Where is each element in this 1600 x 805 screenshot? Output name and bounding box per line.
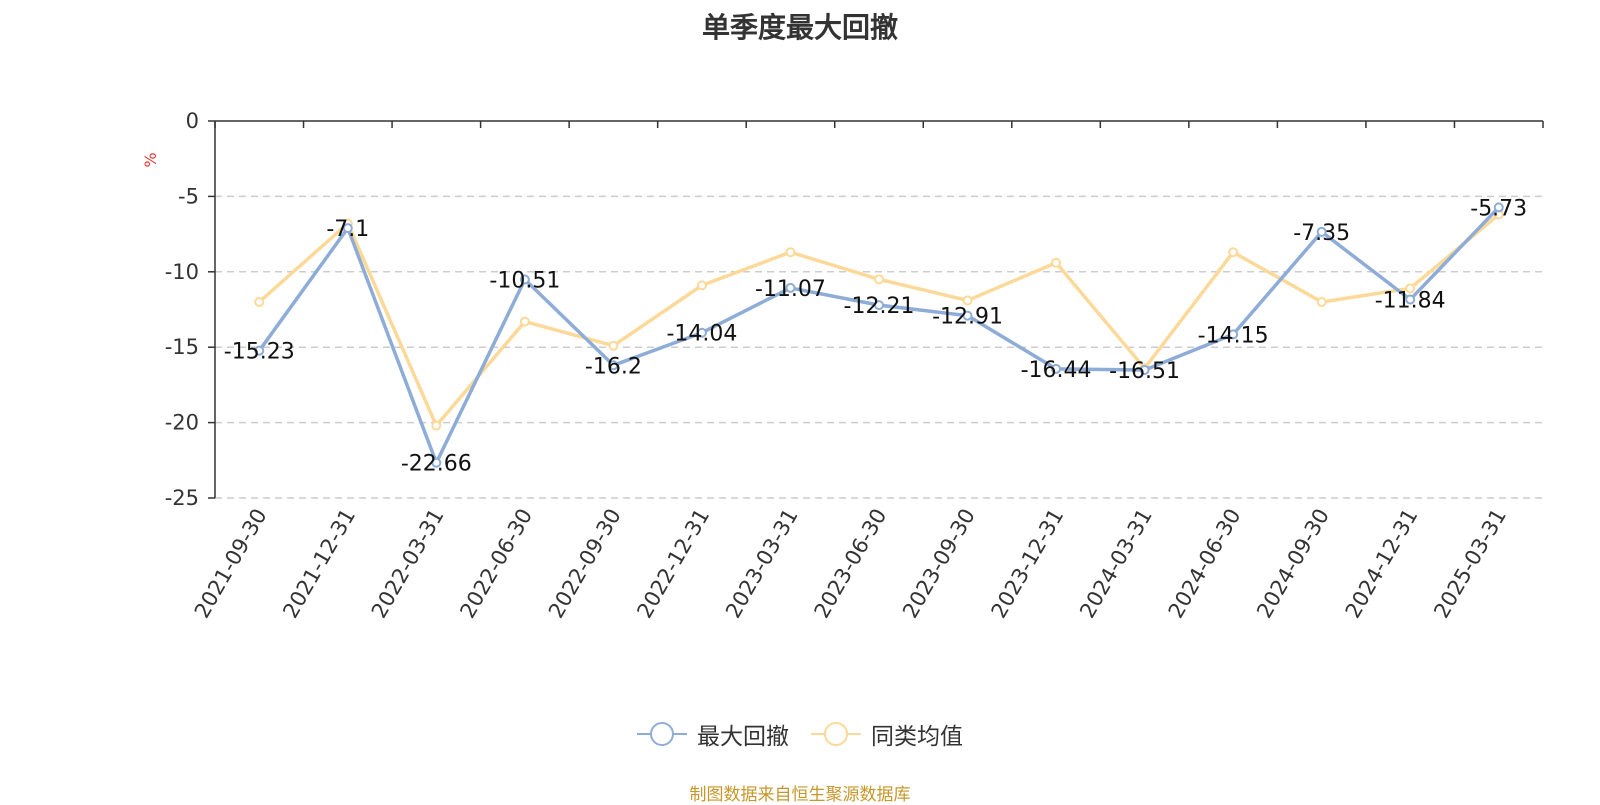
data-point-1 (431, 420, 442, 431)
x-tick-label: 2024-03-31 (1075, 505, 1157, 623)
x-tick-label: 2021-09-30 (190, 505, 272, 623)
data-point-0 (342, 223, 353, 234)
y-tick-label: -10 (165, 260, 199, 284)
data-point-0 (1316, 226, 1327, 237)
data-label: -16.2 (585, 354, 642, 379)
data-point-0 (696, 327, 707, 338)
data-point-1 (696, 280, 707, 291)
data-point-0 (254, 345, 265, 356)
x-tick-label: 2022-06-30 (455, 505, 537, 623)
y-tick-label: -15 (165, 335, 199, 359)
y-tick-label: -20 (165, 411, 199, 435)
series-layer (254, 202, 1504, 468)
data-point-1 (962, 295, 973, 306)
data-point-0 (1493, 202, 1504, 213)
data-point-1 (254, 296, 265, 307)
data-label: -14.04 (666, 322, 737, 347)
source-note: 制图数据来自恒生聚源数据库 (689, 785, 911, 805)
data-point-0 (1228, 329, 1239, 340)
legend-line-marker-icon (637, 720, 687, 748)
data-point-1 (519, 316, 530, 327)
x-tick-label: 2024-12-31 (1341, 505, 1423, 623)
data-point-0 (1405, 294, 1416, 305)
data-point-0 (519, 274, 530, 285)
data-label: -7.35 (1293, 221, 1350, 246)
data-point-0 (874, 300, 884, 311)
data-point-1 (1051, 257, 1062, 268)
data-label: -22.66 (401, 452, 472, 477)
legend-label: 最大回撤 (697, 724, 789, 750)
data-point-0 (1051, 363, 1062, 374)
y-tick-label: -5 (178, 184, 199, 208)
data-label: -5.73 (1470, 196, 1527, 221)
data-label: -16.51 (1109, 359, 1180, 384)
data-point-0 (431, 457, 442, 468)
data-point-1 (1316, 296, 1327, 307)
x-tick-label: 2024-09-30 (1252, 505, 1334, 623)
y-axis-unit-label: % (141, 152, 160, 167)
legend: 最大回撤 同类均值 (0, 717, 1600, 751)
legend-line-marker-icon (811, 720, 861, 748)
data-label: -12.91 (932, 305, 1003, 330)
x-tick-label: 2023-06-30 (810, 505, 892, 623)
y-tick-label: 0 (186, 109, 199, 133)
x-tick-label: 2023-12-31 (987, 505, 1069, 623)
data-point-0 (608, 360, 619, 371)
x-tick-label: 2022-03-31 (367, 505, 449, 623)
data-point-0 (962, 310, 973, 321)
data-label: -12.21 (844, 294, 915, 319)
data-label: -11.07 (755, 277, 826, 302)
x-tick-label: 2025-03-31 (1429, 505, 1511, 623)
data-point-0 (1139, 364, 1150, 375)
legend-label: 同类均值 (871, 724, 963, 750)
data-point-1 (1228, 247, 1239, 258)
y-tick-label: -25 (165, 486, 199, 510)
data-label: -14.15 (1198, 323, 1269, 348)
data-label: -7.1 (326, 217, 369, 242)
data-point-1 (608, 340, 619, 351)
series-line-1 (258, 213, 1500, 428)
x-tick-label: 2022-09-30 (544, 505, 626, 623)
data-label-layer: -15.23-7.1-22.66-10.51-16.2-14.04-11.07-… (224, 196, 1527, 476)
legend-item-1[interactable]: 同类均值 (811, 717, 963, 751)
data-point-0 (785, 282, 796, 293)
data-label: -11.84 (1375, 289, 1446, 314)
data-label: -16.44 (1021, 358, 1092, 383)
chart-title: 单季度最大回撤 (701, 11, 898, 44)
x-tick-label: 2023-03-31 (721, 505, 803, 623)
data-label: -10.51 (489, 268, 560, 293)
legend-item-0[interactable]: 最大回撤 (637, 717, 789, 751)
x-tick-label: 2024-06-30 (1164, 505, 1246, 623)
x-tick-label: 2021-12-31 (278, 505, 360, 623)
x-tick-label: 2023-09-30 (898, 505, 980, 623)
data-point-1 (1405, 283, 1416, 294)
data-point-1 (785, 247, 796, 258)
data-label: -15.23 (224, 340, 295, 365)
x-tick-label: 2022-12-31 (632, 505, 714, 623)
data-point-1 (874, 274, 884, 285)
